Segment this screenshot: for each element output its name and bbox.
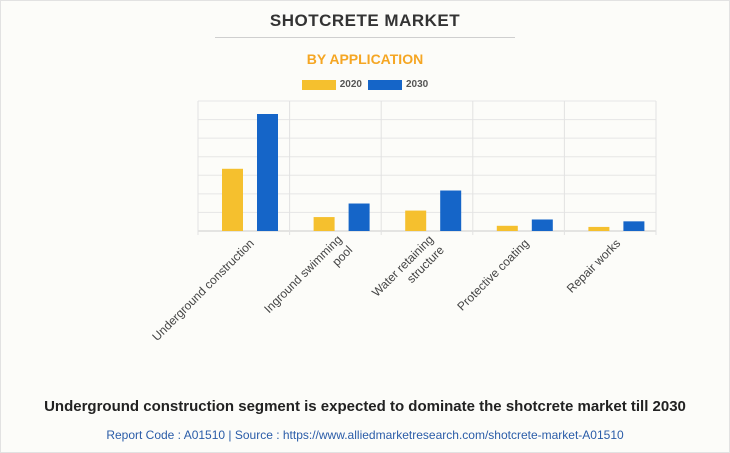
x-tick-label: Inground swimmingpool [261, 232, 355, 326]
chart-subtitle: BY APPLICATION [306, 51, 424, 67]
bars [222, 114, 645, 231]
x-tick-label: Water retainingstructure [369, 232, 447, 310]
bar-2020-4 [588, 226, 610, 231]
x-tick-label: Protective coating [454, 236, 531, 313]
source-line: Report Code : A01510 | Source : https://… [106, 428, 624, 442]
legend-swatch-2030 [368, 79, 402, 90]
legend: 2020 2030 [0, 79, 730, 90]
x-tick-label: Repair works [564, 236, 623, 295]
legend-swatch-2020 [301, 79, 336, 90]
bar-2020-1 [313, 217, 335, 231]
title-divider [215, 37, 515, 38]
legend-label-2030: 2030 [406, 79, 429, 90]
legend-item-2020: 2020 [301, 79, 362, 90]
chart-title: SHOTCRETE MARKET [269, 11, 461, 30]
legend-label-2020: 2020 [339, 79, 362, 90]
bar-2020-3 [496, 225, 518, 231]
bar-2030-4 [623, 221, 645, 231]
x-axis-labels: Underground construction Inground swimmin… [149, 232, 623, 344]
legend-item-2030: 2030 [368, 79, 428, 90]
bar-2030-0 [257, 114, 278, 231]
bar-2030-2 [440, 190, 462, 231]
bar-2030-3 [531, 219, 553, 231]
headline: Underground construction segment is expe… [44, 398, 686, 415]
bar-2020-2 [405, 210, 427, 231]
x-tick-label: Underground construction [149, 236, 257, 344]
bar-2030-1 [348, 203, 370, 231]
bar-2020-0 [222, 168, 243, 231]
